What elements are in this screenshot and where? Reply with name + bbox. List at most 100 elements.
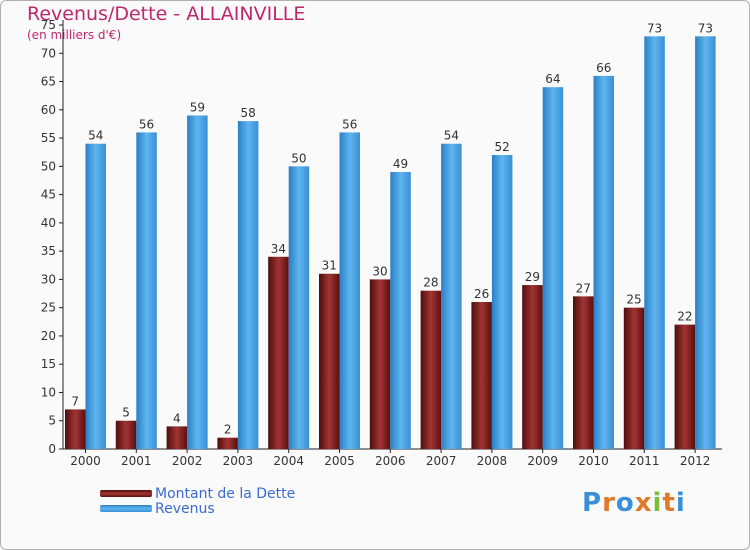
data-label-revenue-2006: 49 bbox=[393, 157, 408, 171]
logo-letter: P bbox=[582, 488, 603, 518]
data-label-debt-2001: 5 bbox=[122, 406, 130, 420]
x-tick-label-2002: 2002 bbox=[172, 454, 203, 468]
y-tick-label: 0 bbox=[48, 442, 56, 456]
data-label-debt-2011: 25 bbox=[626, 293, 641, 307]
y-tick-label: 40 bbox=[41, 216, 56, 230]
proxiti-logo: Proxiti bbox=[582, 488, 686, 518]
chart-subtitle: (en milliers d'€) bbox=[27, 28, 122, 42]
y-tick-label: 10 bbox=[41, 385, 56, 399]
logo-letter: x bbox=[634, 488, 653, 518]
legend-swatch-debt bbox=[100, 490, 152, 497]
logo-letter: t bbox=[662, 488, 676, 518]
x-tick-label-2010: 2010 bbox=[578, 454, 609, 468]
data-label-debt-2003: 2 bbox=[224, 423, 232, 437]
y-tick-label: 45 bbox=[41, 188, 56, 202]
bar-revenue-2011 bbox=[644, 36, 665, 449]
x-tick-label-2000: 2000 bbox=[70, 454, 101, 468]
x-tick-label-2005: 2005 bbox=[324, 454, 355, 468]
x-tick-label-2009: 2009 bbox=[527, 454, 558, 468]
y-tick-label: 50 bbox=[41, 159, 56, 173]
y-tick-label: 30 bbox=[41, 272, 56, 286]
data-label-revenue-2008: 52 bbox=[495, 140, 510, 154]
bar-debt-2005 bbox=[319, 273, 340, 449]
bar-debt-2000 bbox=[65, 409, 86, 449]
data-label-debt-2007: 28 bbox=[423, 276, 438, 290]
data-label-revenue-2003: 58 bbox=[241, 106, 256, 120]
bar-debt-2011 bbox=[623, 307, 645, 449]
data-label-revenue-2004: 50 bbox=[291, 151, 306, 165]
x-tick-label-2012: 2012 bbox=[680, 454, 711, 468]
x-tick-label-2006: 2006 bbox=[375, 454, 406, 468]
bar-revenue-2003 bbox=[237, 121, 259, 450]
x-tick-label-2011: 2011 bbox=[629, 454, 660, 468]
legend-item-debt: Montant de la Dette bbox=[100, 485, 296, 502]
logo-letter: r bbox=[602, 488, 616, 518]
y-tick-label: 60 bbox=[41, 103, 56, 117]
bar-debt-2007 bbox=[420, 290, 442, 449]
logo-letter: i bbox=[675, 488, 686, 518]
legend-item-revenue: Revenus bbox=[100, 500, 295, 517]
bar-revenue-2005 bbox=[339, 132, 360, 449]
data-label-revenue-2011: 73 bbox=[647, 21, 662, 35]
data-label-debt-2004: 34 bbox=[271, 242, 286, 256]
data-label-debt-2002: 4 bbox=[173, 411, 181, 425]
data-label-revenue-2009: 64 bbox=[545, 72, 560, 86]
bar-revenue-2000 bbox=[85, 143, 106, 449]
legend: Montant de la Dette Revenus bbox=[100, 485, 296, 517]
x-tick-label-2004: 2004 bbox=[273, 454, 304, 468]
data-label-revenue-2010: 66 bbox=[596, 61, 611, 75]
bar-debt-2003 bbox=[217, 437, 238, 449]
data-label-debt-2010: 27 bbox=[576, 281, 591, 295]
legend-label-revenue: Revenus bbox=[155, 500, 215, 517]
bar-debt-2008 bbox=[471, 302, 492, 449]
data-label-debt-2012: 22 bbox=[677, 310, 692, 324]
y-tick-label: 70 bbox=[41, 46, 56, 60]
data-label-revenue-2007: 54 bbox=[444, 129, 459, 143]
data-label-revenue-2005: 56 bbox=[342, 117, 357, 131]
y-tick-label: 20 bbox=[41, 329, 56, 343]
y-tick-label: 15 bbox=[41, 357, 56, 371]
y-tick-label: 55 bbox=[41, 131, 56, 145]
bar-revenue-2008 bbox=[491, 155, 513, 449]
y-tick-label: 65 bbox=[41, 75, 56, 89]
x-tick-label-2003: 2003 bbox=[223, 454, 254, 468]
x-tick-label-2008: 2008 bbox=[477, 454, 508, 468]
data-label-revenue-2000: 54 bbox=[88, 129, 103, 143]
data-label-revenue-2012: 73 bbox=[698, 21, 713, 35]
bar-revenue-2007 bbox=[441, 143, 462, 449]
bar-debt-2006 bbox=[369, 279, 391, 449]
data-label-debt-2005: 31 bbox=[322, 259, 337, 273]
bar-revenue-2001 bbox=[136, 132, 157, 449]
legend-swatch-revenue bbox=[100, 505, 152, 512]
bar-debt-2009 bbox=[522, 285, 543, 449]
bar-debt-2012 bbox=[674, 324, 696, 449]
data-label-revenue-2002: 59 bbox=[190, 100, 205, 114]
logo-letter: o bbox=[615, 488, 635, 518]
bar-revenue-2010 bbox=[593, 75, 614, 449]
bar-debt-2004 bbox=[268, 256, 289, 449]
bar-debt-2002 bbox=[166, 426, 188, 449]
y-tick-label: 25 bbox=[41, 301, 56, 315]
bar-revenue-2004 bbox=[288, 166, 310, 450]
data-label-debt-2000: 7 bbox=[71, 394, 79, 408]
chart-title: Revenus/Dette - ALLAINVILLE bbox=[27, 3, 306, 25]
x-tick-label-2001: 2001 bbox=[121, 454, 152, 468]
data-label-revenue-2001: 56 bbox=[139, 117, 154, 131]
logo-letter: i bbox=[652, 488, 663, 518]
bar-debt-2010 bbox=[573, 296, 594, 449]
bar-revenue-2012 bbox=[695, 36, 716, 449]
data-label-debt-2008: 26 bbox=[474, 287, 489, 301]
bar-debt-2001 bbox=[115, 420, 137, 449]
y-tick-label: 75 bbox=[41, 18, 56, 32]
bar-revenue-2002 bbox=[187, 115, 208, 449]
bar-revenue-2006 bbox=[390, 171, 411, 449]
y-tick-label: 35 bbox=[41, 244, 56, 258]
y-tick-label: 5 bbox=[48, 414, 56, 428]
data-label-debt-2006: 30 bbox=[372, 264, 387, 278]
x-tick-label-2007: 2007 bbox=[426, 454, 457, 468]
legend-label-debt: Montant de la Dette bbox=[155, 485, 296, 502]
data-label-debt-2009: 29 bbox=[525, 270, 540, 284]
bar-revenue-2009 bbox=[542, 87, 564, 449]
